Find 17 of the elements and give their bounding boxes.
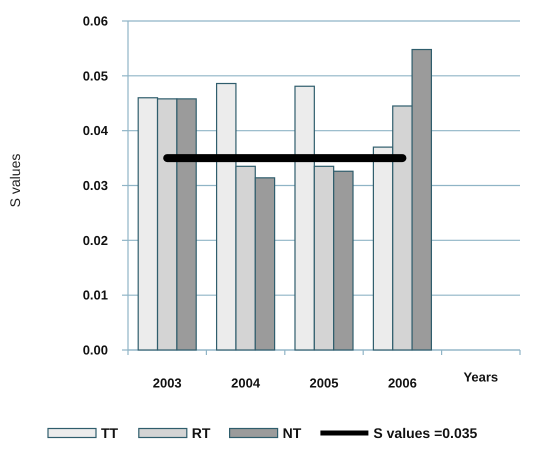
- y-tick-label: 0.06: [82, 14, 108, 29]
- legend-label: RT: [192, 424, 211, 441]
- y-tick-label: 0.00: [82, 342, 108, 358]
- x-tick-label: 2003: [152, 376, 182, 391]
- legend-label: S values =0.035: [373, 424, 478, 441]
- y-tick-label: 0.03: [82, 178, 108, 194]
- x-tick-label: 2004: [231, 376, 261, 391]
- y-axis-title: S values: [7, 154, 23, 208]
- y-tick-label: 0.04: [82, 123, 109, 138]
- y-tick-label: 0.05: [82, 68, 108, 84]
- y-tick-label: 0.02: [82, 232, 108, 248]
- x-tick-label: 2005: [310, 376, 338, 391]
- x-axis-title: Years: [463, 370, 498, 385]
- legend-label: TT: [101, 424, 119, 441]
- y-tick-label: 0.01: [82, 288, 108, 303]
- legend-label: NT: [282, 424, 302, 441]
- x-tick-label: 2006: [388, 376, 417, 391]
